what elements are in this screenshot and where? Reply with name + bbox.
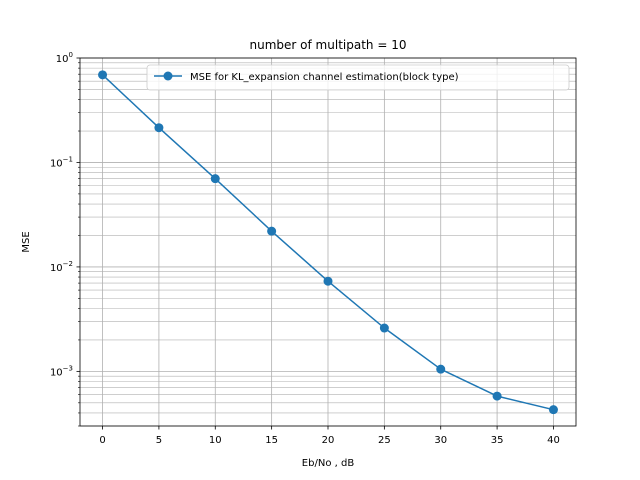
y-axis-label: MSE <box>21 231 32 252</box>
y-tick-label: 100 <box>56 51 73 65</box>
legend-marker <box>163 71 173 81</box>
y-tick-label: 10−3 <box>50 364 73 378</box>
data-point <box>210 174 220 184</box>
legend-box <box>146 64 570 91</box>
y-tick-label: 10−2 <box>50 260 73 274</box>
x-tick-label: 25 <box>378 435 391 446</box>
x-axis-label: Eb/No , dB <box>302 458 355 469</box>
x-tick-label: 30 <box>434 435 447 446</box>
data-point <box>323 276 333 286</box>
data-point <box>436 364 446 374</box>
series-layer <box>98 70 558 415</box>
x-tick-label: 5 <box>156 435 162 446</box>
y-tick-label: 10−1 <box>50 155 73 169</box>
x-ticks: 0 5 10 15 20 25 30 35 40 <box>99 426 560 446</box>
data-point <box>98 70 108 80</box>
data-point <box>379 323 389 333</box>
x-tick-label: 40 <box>547 435 560 446</box>
chart-title: number of multipath = 10 <box>250 38 407 52</box>
data-point <box>548 405 558 415</box>
data-point <box>267 226 277 236</box>
legend: MSE for KL_expansion channel estimation(… <box>146 64 570 91</box>
x-tick-label: 10 <box>209 435 222 446</box>
x-tick-label: 35 <box>491 435 504 446</box>
data-point <box>492 391 502 401</box>
y-ticks: 100 10−1 10−2 10−3 <box>50 51 80 427</box>
data-point <box>154 123 164 133</box>
x-tick-label: 15 <box>265 435 278 446</box>
legend-label: MSE for KL_expansion channel estimation(… <box>190 72 459 83</box>
x-tick-label: 20 <box>322 435 335 446</box>
x-tick-label: 0 <box>99 435 105 446</box>
